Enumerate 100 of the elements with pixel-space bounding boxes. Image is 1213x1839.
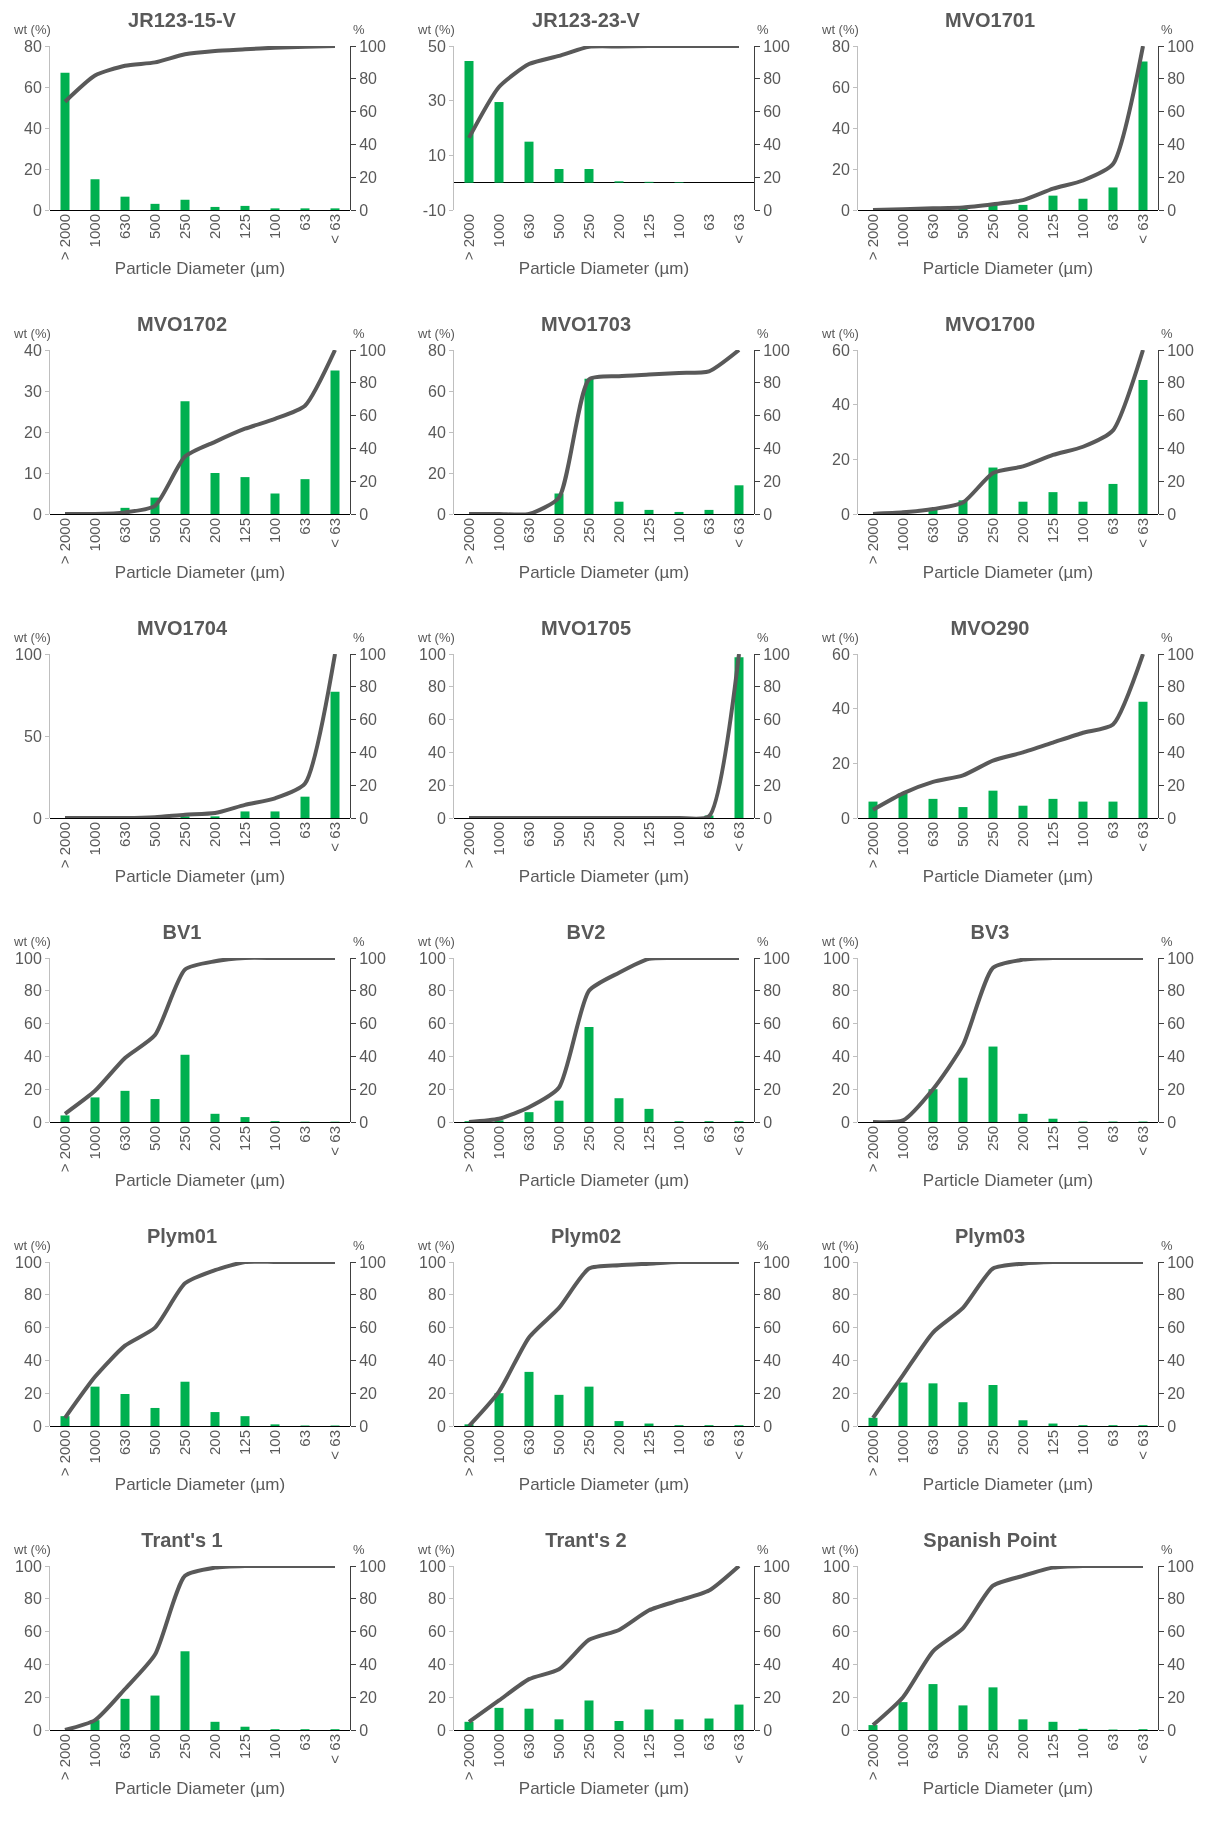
x-tick-label: 200: [205, 1430, 223, 1456]
x-axis-title: Particle Diameter (µm): [518, 1778, 690, 1798]
x-tick-label: 200: [205, 1734, 223, 1760]
x-tick-label: 500: [549, 214, 567, 240]
y2-tick-label: 80: [763, 982, 782, 1000]
x-tick-label: 125: [235, 1126, 253, 1152]
x-tick-label: 125: [639, 1734, 657, 1760]
x-tick-label: 125: [639, 1430, 657, 1456]
y-axis-title: wt (%): [417, 1238, 455, 1253]
chart-title: JR123-15-V: [128, 8, 237, 31]
y2-tick-label: 20: [763, 1080, 782, 1098]
y-tick-label: 0: [840, 505, 850, 523]
y2-tick-label: 40: [359, 1048, 378, 1065]
x-tick-label: 63: [1103, 822, 1121, 839]
x-tick-label: < 63: [1133, 1126, 1151, 1156]
y2-tick-label: 0: [763, 1417, 773, 1435]
x-tick-label: 1000: [489, 822, 507, 856]
y-tick-label: 0: [436, 505, 446, 523]
y2-tick-label: 60: [763, 103, 782, 121]
y2-tick-label: 100: [1167, 645, 1194, 663]
x-axis-title: Particle Diameter (µm): [114, 1474, 286, 1494]
y2-tick-label: 20: [1167, 472, 1186, 490]
x-tick-label: 630: [115, 822, 133, 848]
y2-tick-label: 100: [359, 1557, 386, 1575]
y2-tick-label: 20: [359, 776, 378, 794]
y-tick-label: 20: [24, 160, 42, 178]
y2-axis-title: %: [1161, 1542, 1173, 1557]
x-axis-title: Particle Diameter (µm): [922, 1778, 1094, 1798]
y-tick-label: 60: [24, 1015, 42, 1033]
x-tick-label: 100: [1073, 518, 1091, 544]
y-axis-title: wt (%): [821, 326, 859, 341]
x-tick-label: > 2000: [863, 1734, 881, 1781]
y2-tick-label: 80: [763, 1590, 782, 1608]
y-axis-title: wt (%): [417, 630, 455, 645]
y-tick-label: 40: [428, 423, 446, 441]
x-tick-label: 1000: [489, 1734, 507, 1768]
y-tick-label: 60: [24, 78, 42, 96]
y-axis-title: wt (%): [821, 22, 859, 37]
y2-tick-label: 80: [359, 1286, 378, 1304]
y2-axis-title: %: [757, 1542, 769, 1557]
x-tick-label: 250: [579, 1734, 597, 1760]
x-tick-label: > 2000: [55, 1734, 73, 1781]
y-tick-label: 40: [428, 1656, 446, 1673]
y2-axis-title: %: [757, 1238, 769, 1253]
y2-axis-title: %: [757, 630, 769, 645]
y-tick-label: 80: [428, 1590, 446, 1608]
y2-tick-label: 0: [763, 1113, 773, 1131]
x-tick-label: 125: [1043, 214, 1061, 240]
x-tick-label: 125: [235, 1734, 253, 1760]
y2-axis-title: %: [353, 326, 365, 341]
x-axis-title: Particle Diameter (µm): [114, 258, 286, 278]
y2-axis-title: %: [757, 934, 769, 949]
x-tick-label: > 2000: [55, 822, 73, 869]
y2-tick-label: 100: [763, 1557, 790, 1575]
x-axis-title: Particle Diameter (µm): [922, 1170, 1094, 1190]
x-tick-label: 250: [579, 822, 597, 848]
x-tick-label: 200: [1013, 1734, 1031, 1760]
y2-tick-label: 60: [1167, 1015, 1186, 1033]
y-tick-label: 30: [24, 382, 42, 400]
y-tick-label: 100: [419, 1253, 446, 1271]
y-tick-label: 100: [15, 645, 42, 663]
x-tick-label: 63: [1103, 1430, 1121, 1447]
x-tick-label: 63: [295, 1126, 313, 1143]
x-tick-label: 500: [145, 214, 163, 240]
y-tick-label: 0: [32, 1417, 42, 1435]
x-tick-label: 200: [609, 518, 627, 544]
x-tick-label: 100: [265, 518, 283, 544]
x-tick-label: 125: [639, 518, 657, 544]
x-tick-label: 100: [669, 214, 687, 240]
y-tick-label: 100: [15, 949, 42, 967]
y-tick-label: 0: [436, 1721, 446, 1739]
x-tick-label: 630: [923, 1430, 941, 1456]
x-tick-label: < 63: [729, 822, 747, 852]
y-axis-title: wt (%): [417, 22, 455, 37]
x-tick-label: < 63: [729, 214, 747, 244]
y2-tick-label: 80: [359, 70, 378, 88]
y2-tick-label: 60: [359, 103, 378, 121]
y-tick-label: 80: [832, 1590, 850, 1608]
y-tick-label: 20: [428, 464, 446, 482]
y-tick-label: 20: [832, 160, 850, 178]
y-tick-label: 60: [428, 1319, 446, 1337]
x-tick-label: < 63: [729, 1126, 747, 1156]
x-tick-label: 500: [953, 822, 971, 848]
x-axis-title: Particle Diameter (µm): [518, 1170, 690, 1190]
x-tick-label: 1000: [893, 822, 911, 856]
y2-tick-label: 80: [1167, 1590, 1186, 1608]
y-tick-label: 80: [428, 982, 446, 1000]
y-tick-label: 0: [436, 809, 446, 827]
x-tick-label: 63: [295, 518, 313, 535]
x-tick-label: < 63: [325, 214, 343, 244]
x-tick-label: 125: [1043, 1734, 1061, 1760]
x-tick-label: 250: [983, 1734, 1001, 1760]
x-tick-label: > 2000: [55, 1126, 73, 1173]
x-tick-label: 250: [175, 1734, 193, 1760]
y2-tick-label: 40: [763, 136, 782, 153]
y-tick-label: 60: [428, 1623, 446, 1641]
x-tick-label: 500: [549, 822, 567, 848]
y2-tick-label: 20: [763, 776, 782, 794]
y2-tick-label: 20: [359, 1080, 378, 1098]
y-tick-label: 0: [32, 809, 42, 827]
